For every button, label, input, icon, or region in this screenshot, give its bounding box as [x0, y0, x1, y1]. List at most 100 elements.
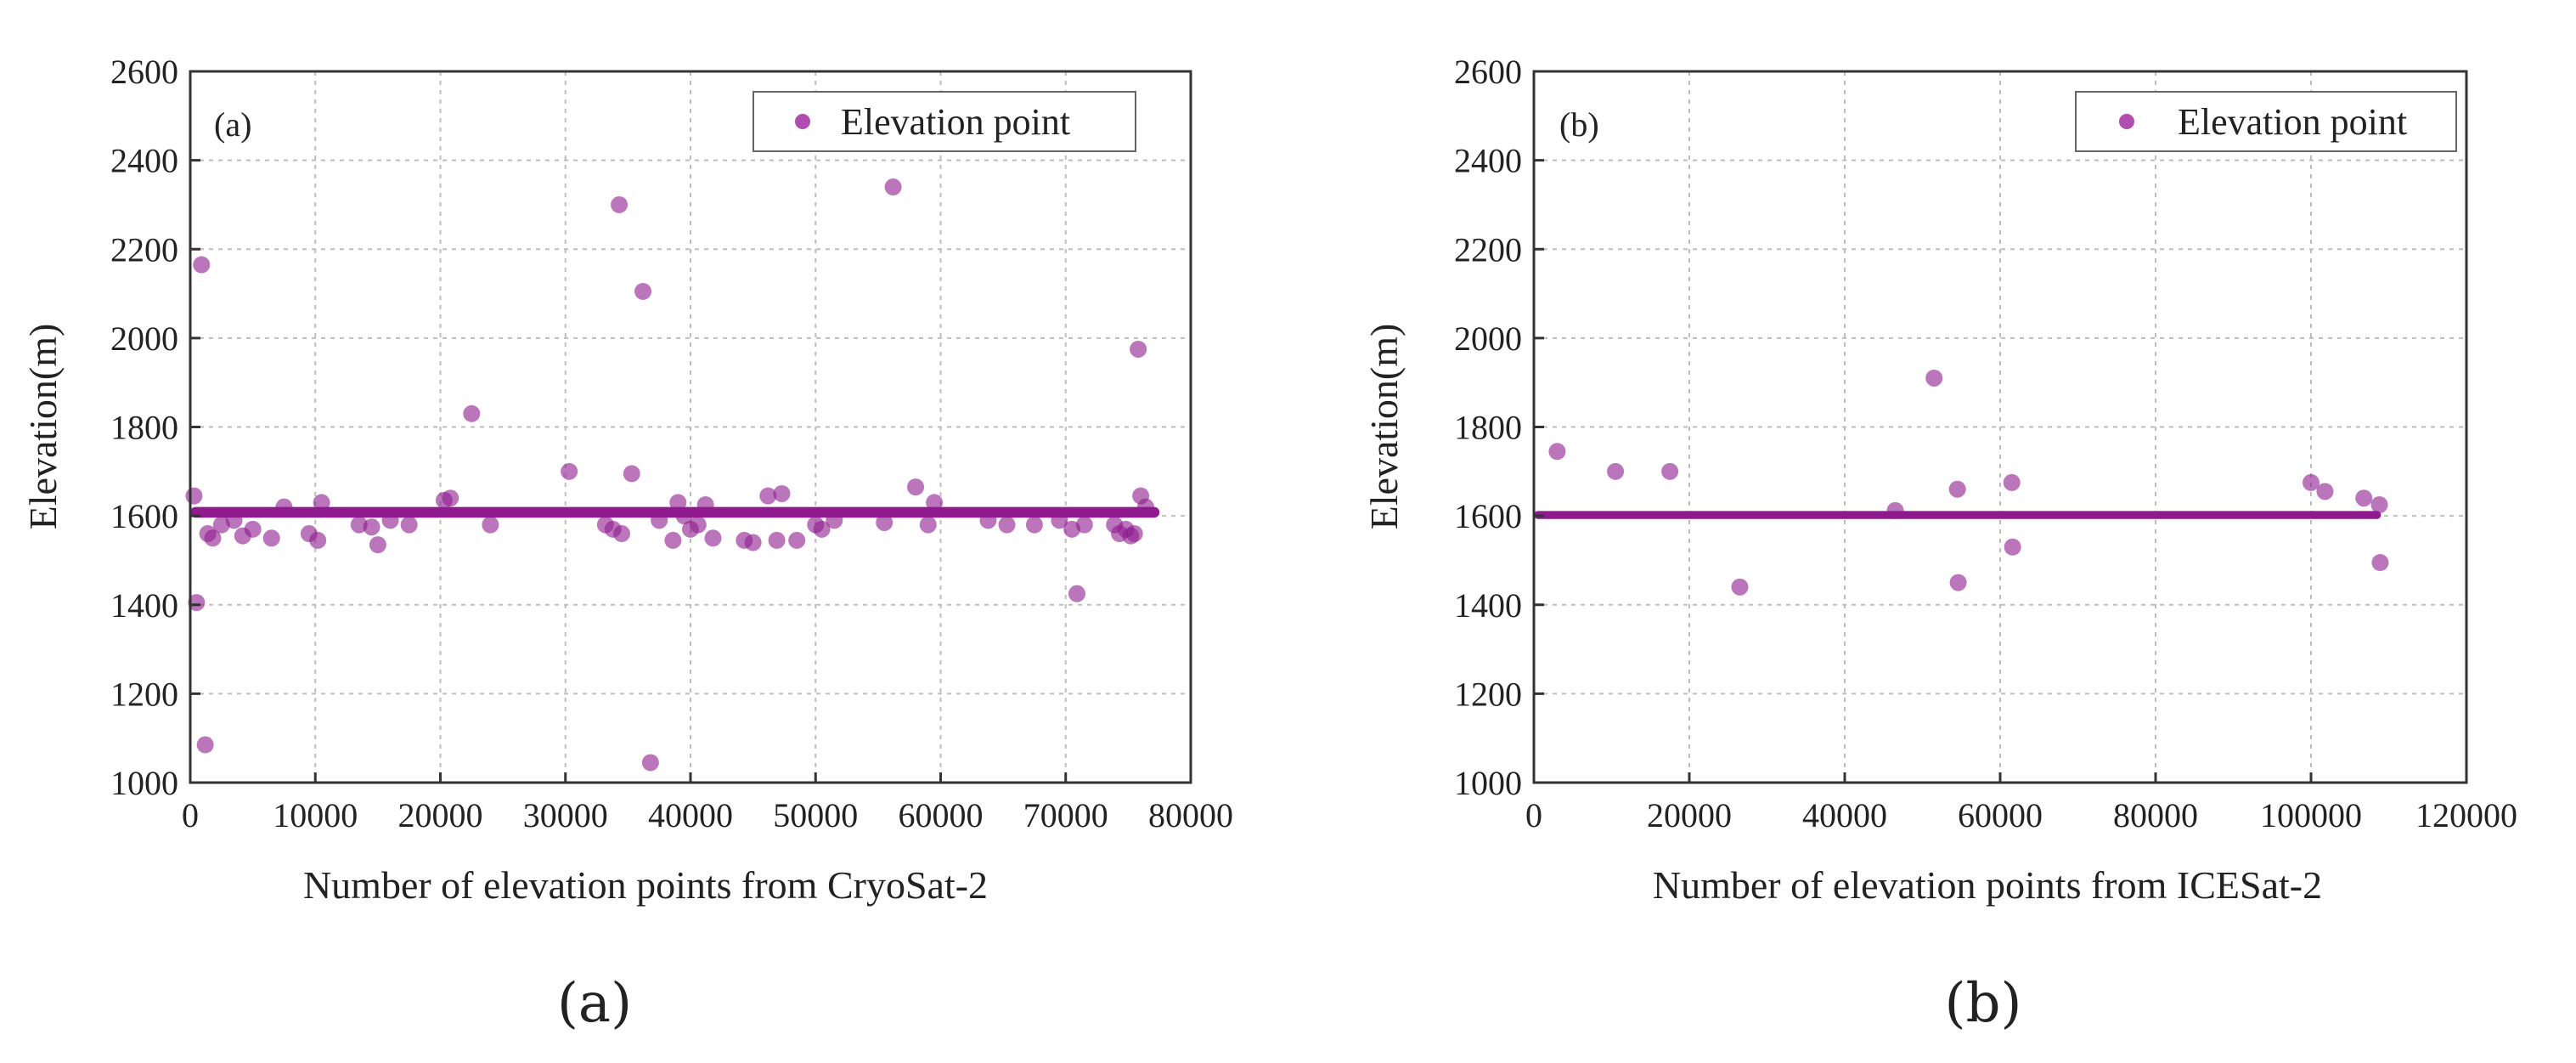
panel-b-data-point	[2004, 538, 2021, 556]
panel-b-ytick-label: 2600	[1454, 53, 1522, 91]
panel-a-data-point	[1025, 516, 1043, 534]
panel-a-points	[185, 178, 1154, 772]
panel-b-xtick-label: 0	[1525, 796, 1542, 834]
panel-a-legend-label: Elevation point	[841, 101, 1070, 143]
panel-a-data-point	[204, 529, 222, 547]
panel-b-ytick-label: 1600	[1454, 497, 1522, 535]
panel-b-band	[1534, 511, 2382, 519]
panel-a-ylabel: Elevation(m)	[21, 324, 65, 530]
panel-a-xtick-label: 40000	[648, 796, 733, 834]
panel-a-ytick-label: 2200	[110, 230, 178, 269]
panel-b-ylabel: Elevation(m)	[1362, 324, 1406, 530]
panel-b-data-point	[1925, 369, 1943, 387]
panel-b-xtick-label: 80000	[2113, 796, 2198, 834]
panel-a-data-point	[788, 531, 806, 549]
panel-a-data-point	[561, 462, 578, 480]
panel-a-data-point	[1125, 525, 1143, 543]
panel-a-data-point	[704, 529, 722, 547]
panel-a-data-point	[826, 512, 843, 529]
panel-b-legend-marker	[2119, 114, 2134, 129]
panel-a-data-point	[193, 256, 211, 274]
panel-a-data-point	[907, 478, 925, 496]
panel-a-xtick-label: 70000	[1023, 796, 1108, 834]
panel-b-ytick-label: 1200	[1454, 675, 1522, 713]
panel-a-data-point	[1136, 498, 1154, 516]
panel-a-data-point	[759, 487, 777, 505]
panel-a-data-point	[998, 516, 1016, 534]
panel-a-data-point	[442, 489, 459, 507]
panel-a-data-point	[926, 494, 944, 512]
panel-b-xtick-label: 100000	[2260, 796, 2362, 834]
panel-a-data-point	[1051, 512, 1068, 529]
panel-b-data-point	[1661, 462, 1679, 480]
panel-b-data-point	[2355, 489, 2373, 507]
panel-a-ytick-label: 1600	[110, 497, 178, 535]
panel-a-data-point	[482, 516, 499, 534]
panel-a-xtick-label: 10000	[273, 796, 358, 834]
panel-a-ticks: 0 10000 20000 30000 40000 50000 60000 70000 8000…	[110, 53, 1233, 834]
panel-b-ytick-label: 2400	[1454, 142, 1522, 180]
panel-a-data-point	[262, 529, 280, 547]
panel-a-data-point	[1075, 516, 1093, 534]
panel-b-data-point	[1548, 443, 1566, 461]
panel-b-data-point	[1949, 574, 1967, 591]
panel-b-ytick-label: 2000	[1454, 319, 1522, 358]
panel-a-data-point	[634, 282, 652, 300]
panel-b-points	[1548, 369, 2389, 596]
panel-b-legend-label: Elevation point	[2178, 101, 2407, 143]
panel-a-xtick-label: 30000	[523, 796, 608, 834]
panel-a-data-point	[309, 531, 327, 549]
panel-a-data-point	[876, 513, 893, 531]
panel-b-data-point	[1731, 578, 1749, 596]
panel-b-data-point	[2303, 473, 2320, 491]
panel-a-data-point	[744, 534, 762, 551]
panel-a-legend-box	[753, 91, 1136, 152]
panel-a-data-point	[400, 516, 418, 534]
panel-b-data-point	[2370, 496, 2388, 514]
panel-a-band	[190, 506, 1160, 518]
panel-a-ytick-label: 1800	[110, 409, 178, 447]
panel-a-legend: Elevation point	[753, 91, 1136, 152]
panel-b-xlabel: Number of elevation points from ICESat-2	[1653, 863, 2322, 907]
panel-a-data-point	[689, 516, 707, 534]
panel-b-legend-box	[2075, 91, 2457, 152]
panel-a-data-point	[979, 512, 997, 529]
panel-a-data-point	[696, 496, 714, 514]
panel-a-ytick-label: 2600	[110, 53, 178, 91]
panel-a-data-point	[651, 512, 668, 529]
panel-a-grid	[190, 71, 1191, 783]
panel-a-data-point	[1068, 585, 1086, 602]
panel-b-tag: (b)	[1559, 105, 1599, 144]
panel-a-data-point	[350, 516, 368, 534]
panel-b-grid	[1534, 71, 2466, 783]
panel-b-xtick-label: 20000	[1647, 796, 1732, 834]
panel-a-ytick-label: 1000	[110, 764, 178, 802]
panel-b-dense-band	[1534, 511, 2382, 519]
panel-a-data-point	[664, 531, 682, 549]
panel-a-data-point	[611, 195, 628, 213]
panel-a-data-point	[196, 736, 214, 754]
panel-a-data-point	[675, 507, 693, 525]
panel-b-caption: (b)	[1945, 972, 2022, 1035]
panel-a-dense-band	[190, 506, 1160, 518]
panel-a-data-point	[768, 531, 786, 549]
panel-a-data-point	[369, 536, 386, 554]
panel-b: 0 20000 40000 60000 80000 100000 120000 1000 120…	[1362, 53, 2517, 1035]
panel-a-ytick-label: 2000	[110, 319, 178, 358]
panel-a-data-point	[188, 594, 206, 612]
panel-a-xtick-label: 60000	[899, 796, 984, 834]
panel-a-data-point	[313, 494, 330, 512]
panel-a: 0 10000 20000 30000 40000 50000 60000 70000 8000…	[21, 53, 1233, 1035]
panel-b-data-point	[1607, 462, 1625, 480]
panel-b-data-point	[1886, 501, 1904, 519]
panel-b-data-point	[1948, 480, 1966, 498]
panel-b-data-point	[2371, 554, 2389, 572]
panel-a-data-point	[244, 520, 262, 538]
panel-a-caption: (a)	[557, 972, 632, 1035]
panel-a-data-point	[463, 404, 481, 422]
panel-a-xtick-label: 20000	[398, 796, 483, 834]
panel-b-data-point	[2003, 473, 2021, 491]
panel-a-data-point	[919, 516, 937, 534]
panel-a-xtick-label: 0	[182, 796, 199, 834]
